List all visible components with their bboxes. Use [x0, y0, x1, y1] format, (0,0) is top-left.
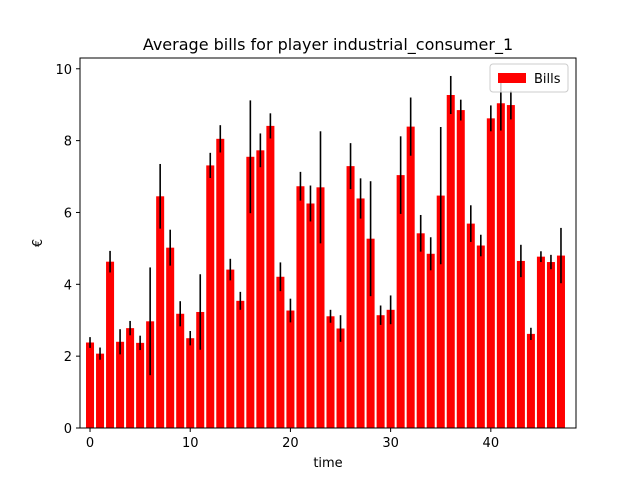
bar [506, 105, 515, 428]
bar [546, 262, 555, 428]
error-bars-layer [89, 75, 562, 376]
bar [436, 195, 445, 428]
bar [346, 166, 355, 428]
bar [96, 353, 105, 428]
bar [386, 309, 395, 428]
y-tick-label: 10 [55, 63, 72, 78]
bar [286, 310, 295, 428]
bar [486, 118, 495, 428]
bars-layer [86, 95, 565, 429]
bar [106, 261, 115, 428]
bar [456, 110, 465, 429]
bar [276, 276, 285, 428]
x-tick-label: 40 [483, 436, 500, 451]
bar [526, 333, 535, 428]
bar [306, 203, 315, 428]
bar [396, 175, 405, 428]
bar [196, 311, 205, 428]
plot-frame [79, 57, 577, 429]
bar [356, 198, 365, 428]
bar [296, 186, 305, 428]
bar [236, 300, 245, 428]
bar [176, 313, 185, 428]
axes-layer: 0 10 20 30 40 0 2 4 6 8 10 [55, 57, 577, 451]
x-tick-label: 30 [382, 436, 399, 451]
bar [246, 156, 255, 428]
bar [116, 341, 125, 428]
x-axis-label: time [313, 456, 342, 471]
bar [86, 342, 95, 428]
bar [476, 245, 485, 428]
bar [536, 256, 545, 428]
bar [316, 187, 325, 428]
y-tick-label: 0 [64, 422, 72, 437]
bar [446, 95, 455, 428]
bar [366, 238, 375, 428]
bar [326, 316, 335, 428]
y-tick-label: 4 [64, 278, 72, 293]
bar [136, 342, 145, 428]
bar [206, 165, 215, 428]
bar [376, 315, 385, 428]
bar [166, 247, 175, 428]
y-tick-label: 6 [64, 206, 72, 221]
bar [466, 223, 475, 428]
y-tick-label: 2 [64, 350, 72, 365]
bar [426, 253, 435, 428]
chart-title: Average bills for player industrial_cons… [143, 35, 513, 55]
bar [556, 255, 565, 428]
x-tick-label: 0 [86, 436, 94, 451]
bar [186, 338, 195, 428]
bar [266, 125, 275, 429]
x-tick-label: 10 [182, 436, 199, 451]
y-axis-label: € [31, 239, 46, 247]
x-tick-label: 20 [282, 436, 299, 451]
bar [226, 269, 235, 428]
legend-label: Bills [534, 72, 561, 87]
y-tick-label: 8 [64, 135, 72, 150]
bar [126, 328, 135, 428]
bar [156, 196, 165, 428]
legend-swatch [498, 73, 526, 83]
bar [216, 138, 225, 428]
bar [256, 150, 265, 429]
bar [416, 233, 425, 428]
bar [336, 328, 345, 428]
bar [516, 260, 525, 428]
legend: Bills [489, 63, 569, 93]
legend-box [489, 63, 569, 93]
bar [406, 126, 415, 429]
bar [496, 103, 505, 428]
